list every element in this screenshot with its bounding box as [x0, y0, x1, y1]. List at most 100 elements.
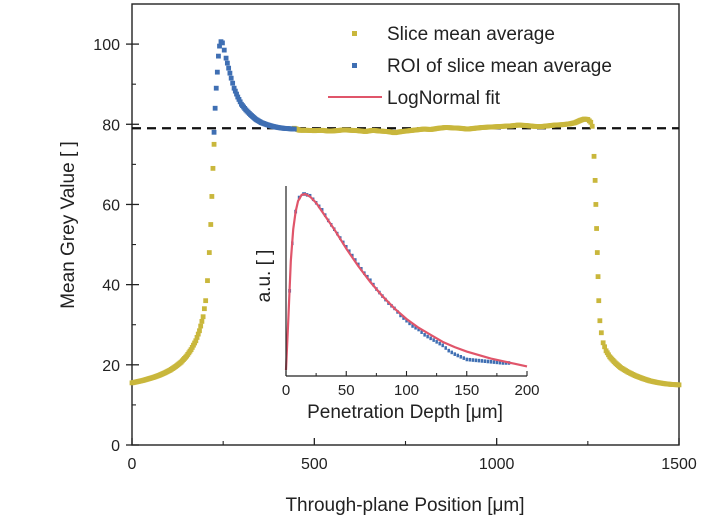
slice-mean-point	[589, 123, 595, 129]
inset-x-tick-label: 150	[454, 382, 479, 399]
inset-roi-mark	[471, 358, 475, 362]
inset-roi-mark	[408, 321, 411, 326]
inset-roi-mark	[402, 316, 405, 320]
inset-roi-mark	[411, 324, 414, 328]
roi-point	[214, 69, 220, 75]
y-tick-label: 0	[111, 438, 120, 455]
legend-label-fit: LogNormal fit	[387, 88, 501, 109]
inset-roi-mark	[453, 352, 456, 356]
slice-mean-point	[595, 274, 601, 280]
roi-point	[221, 47, 227, 53]
inset-roi-mark	[501, 361, 505, 365]
inset-roi-mark	[423, 333, 426, 337]
slice-mean-point	[594, 226, 599, 231]
inset-roi-mark	[486, 359, 490, 364]
legend-marker-roi	[352, 63, 357, 68]
roi-point	[232, 88, 238, 94]
inset-roi-mark	[492, 360, 496, 364]
roi-point	[212, 105, 218, 111]
y-axis-title: Mean Grey Value [ ]	[58, 141, 79, 309]
slice-mean-point	[211, 141, 217, 147]
inset-roi-mark	[489, 359, 493, 364]
y-tick-label: 60	[102, 197, 120, 214]
slice-mean-point	[205, 278, 210, 284]
roi-point	[216, 53, 221, 59]
inset-roi-mark	[432, 338, 435, 342]
inset-roi-mark	[435, 340, 438, 344]
inset-x-tick-label: 200	[514, 382, 539, 399]
x-axis-title: Through-plane Position [μm]	[285, 495, 524, 516]
slice-mean-point	[676, 382, 682, 388]
inset-roi-mark	[417, 327, 420, 332]
slice-mean-point	[206, 250, 212, 255]
roi-point	[226, 65, 232, 71]
inset-roi-mark	[429, 336, 432, 341]
slice-mean-point	[209, 194, 215, 199]
inset-roi-mark	[405, 318, 408, 323]
inset-roi-mark	[468, 357, 472, 362]
slice-mean-point	[195, 331, 201, 337]
slice-mean-point	[200, 314, 206, 320]
inset-roi-mark	[450, 350, 453, 355]
roi-point	[213, 85, 219, 91]
inset-y-axis-title: a.u. [ ]	[254, 250, 275, 303]
inset-x-tick-label: 0	[282, 382, 290, 399]
inset-roi-mark	[483, 359, 487, 363]
roi-point	[211, 129, 217, 135]
inset-x-axis-title: Penetration Depth [μm]	[307, 402, 503, 423]
roi-point	[235, 94, 241, 100]
slice-mean-point	[198, 323, 204, 329]
slice-mean-point	[592, 178, 598, 183]
slice-mean-point	[593, 202, 599, 207]
inset-roi-mark	[447, 348, 450, 353]
y-tick-label: 20	[102, 358, 120, 375]
inset-roi-mark	[480, 359, 484, 363]
inset-roi-mark	[438, 341, 441, 346]
roi-point	[234, 91, 239, 97]
roi-point	[217, 43, 222, 49]
legend: Slice mean average ROI of slice mean ave…	[328, 24, 612, 109]
inset-roi-mark	[399, 313, 402, 318]
inset-roi-mark	[495, 360, 499, 365]
inset-tick-labels: 0 50 100 150 200	[282, 382, 540, 399]
inset-chart: 0 50 100 150 200 Penetration Depth [μm] a.u.…	[254, 186, 540, 423]
inset-lognormal-fit-line	[284, 192, 528, 371]
inset-roi-mark	[414, 325, 417, 330]
y-tick-label: 40	[102, 278, 120, 295]
roi-point	[223, 55, 229, 61]
slice-mean-point	[199, 318, 205, 324]
slice-mean-point	[588, 119, 594, 125]
inset-roi-mark	[420, 330, 423, 334]
roi-point	[291, 126, 297, 132]
x-tick-label: 1500	[661, 456, 697, 473]
roi-point	[224, 60, 230, 66]
slice-mean-point	[602, 344, 608, 350]
inset-axis-ticks	[285, 371, 528, 376]
x-tick-label: 0	[128, 456, 137, 473]
inset-roi-mark	[465, 357, 469, 362]
slice-mean-point	[194, 335, 200, 340]
y-tick-label: 100	[93, 37, 120, 54]
slice-mean-point	[600, 340, 606, 346]
slice-mean-point	[591, 153, 597, 159]
x-tick-label: 500	[301, 456, 328, 473]
legend-label-slice: Slice mean average	[387, 24, 555, 45]
series-slice-mean-average	[129, 116, 682, 388]
slice-mean-point	[594, 250, 600, 255]
roi-point	[220, 40, 225, 46]
main-axis-ticks	[126, 43, 680, 446]
series-roi-slice-mean-average	[211, 39, 297, 135]
inset-roi-mark	[462, 356, 466, 360]
roi-point	[237, 99, 243, 105]
inset-roi-mark	[474, 358, 478, 363]
inset-roi-mark	[444, 346, 447, 350]
slice-mean-point	[597, 318, 603, 324]
inset-roi-mark	[459, 355, 463, 359]
inset-roi-mark	[477, 358, 481, 363]
legend-marker-slice	[352, 31, 357, 36]
slice-mean-point	[201, 306, 207, 312]
slice-mean-point	[596, 298, 602, 304]
roi-point	[228, 75, 234, 81]
